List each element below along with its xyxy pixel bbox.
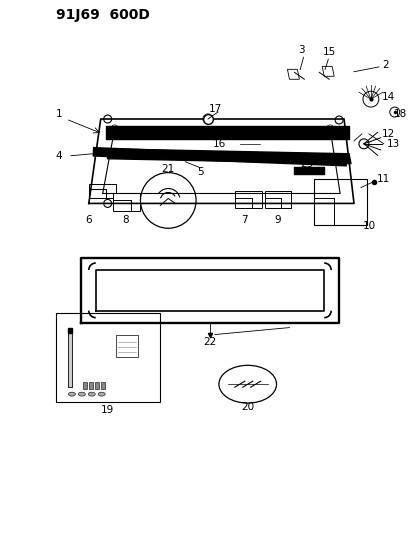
Text: 15: 15 <box>322 47 335 58</box>
Polygon shape <box>88 183 115 198</box>
Polygon shape <box>88 382 93 389</box>
Text: 1: 1 <box>56 109 62 119</box>
Ellipse shape <box>78 392 85 396</box>
Text: 17: 17 <box>208 104 221 114</box>
Text: 16: 16 <box>213 139 226 149</box>
Polygon shape <box>112 193 140 212</box>
Text: 5: 5 <box>196 167 203 176</box>
Text: 13: 13 <box>386 139 399 149</box>
Polygon shape <box>83 382 87 389</box>
Text: 10: 10 <box>361 221 375 231</box>
Text: 8: 8 <box>122 215 128 225</box>
Text: 22: 22 <box>203 337 216 348</box>
Polygon shape <box>264 190 291 208</box>
Ellipse shape <box>68 392 75 396</box>
Text: 7: 7 <box>241 215 247 225</box>
Text: 20: 20 <box>241 402 254 412</box>
Ellipse shape <box>88 392 95 396</box>
Text: 9: 9 <box>273 215 280 225</box>
Polygon shape <box>68 333 72 387</box>
Ellipse shape <box>98 392 105 396</box>
Polygon shape <box>105 149 350 164</box>
Text: 18: 18 <box>393 109 406 119</box>
Text: 3: 3 <box>297 45 304 55</box>
Text: 14: 14 <box>381 92 394 102</box>
Polygon shape <box>287 69 299 79</box>
Text: 12: 12 <box>381 129 394 139</box>
Text: 21: 21 <box>161 164 174 174</box>
Polygon shape <box>313 179 366 225</box>
Text: 91J69  600D: 91J69 600D <box>56 7 150 22</box>
Text: 4: 4 <box>56 151 62 161</box>
Text: 6: 6 <box>85 215 92 225</box>
Polygon shape <box>234 190 261 208</box>
Text: 11: 11 <box>376 174 389 183</box>
Polygon shape <box>115 335 138 358</box>
Polygon shape <box>95 382 98 389</box>
Text: 2: 2 <box>382 60 388 70</box>
Polygon shape <box>321 66 333 76</box>
Polygon shape <box>68 328 72 333</box>
Text: 23: 23 <box>300 159 313 168</box>
Polygon shape <box>100 382 104 389</box>
Text: 19: 19 <box>101 405 114 415</box>
